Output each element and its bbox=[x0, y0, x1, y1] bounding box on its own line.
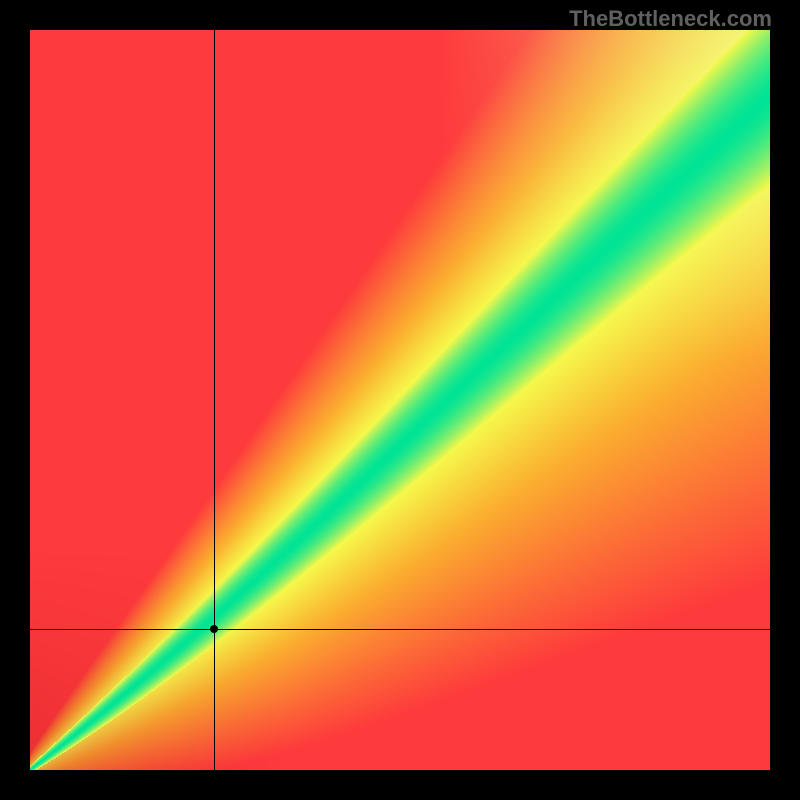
crosshair-horizontal-line bbox=[30, 629, 770, 630]
chart-container: TheBottleneck.com bbox=[0, 0, 800, 800]
heatmap-canvas bbox=[30, 30, 770, 770]
heatmap-plot bbox=[30, 30, 770, 770]
crosshair-vertical-line bbox=[214, 30, 215, 770]
crosshair-marker-dot bbox=[210, 625, 218, 633]
watermark-text: TheBottleneck.com bbox=[569, 6, 772, 32]
